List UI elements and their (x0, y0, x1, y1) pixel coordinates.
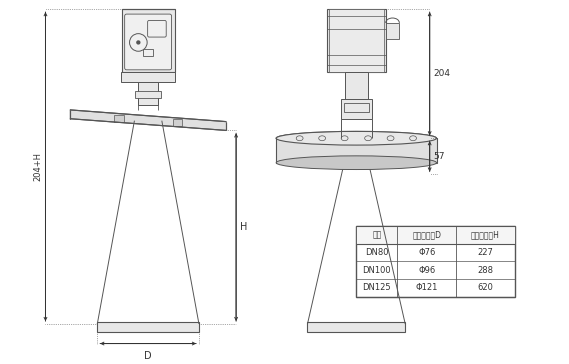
Bar (138, 82, 158, 105)
Text: H: H (240, 222, 248, 232)
Bar (356, 226, 515, 244)
Text: Φ76: Φ76 (418, 248, 435, 257)
Text: 620: 620 (477, 283, 493, 292)
Bar (97, 322, 199, 332)
Text: 法兰: 法兰 (372, 230, 381, 240)
Text: DN80: DN80 (365, 248, 389, 257)
Text: 204+H: 204+H (34, 152, 43, 181)
Text: 288: 288 (477, 266, 493, 275)
Bar (135, 91, 161, 98)
Text: DN125: DN125 (362, 283, 391, 292)
Text: D: D (145, 351, 152, 361)
Ellipse shape (276, 131, 436, 145)
Bar (143, 49, 153, 56)
Bar (344, 103, 369, 112)
Text: Φ96: Φ96 (418, 266, 435, 275)
Text: 204: 204 (434, 69, 451, 78)
Text: 喇叭口直径D: 喇叭口直径D (412, 230, 441, 240)
Text: 227: 227 (477, 248, 493, 257)
Bar (329, 9, 384, 72)
Bar (307, 322, 405, 332)
Bar (114, 115, 123, 122)
Text: 57: 57 (434, 152, 445, 161)
Polygon shape (70, 110, 226, 130)
Ellipse shape (276, 156, 436, 170)
Text: 喇叭口高度H: 喇叭口高度H (471, 230, 500, 240)
FancyBboxPatch shape (147, 20, 166, 37)
Text: DN100: DN100 (362, 266, 391, 275)
Bar (386, 23, 399, 39)
Bar (327, 9, 386, 72)
Bar (121, 72, 175, 82)
Text: Φ121: Φ121 (415, 283, 438, 292)
Bar (345, 72, 368, 99)
Ellipse shape (276, 131, 436, 145)
Bar (356, 226, 515, 297)
Bar (276, 138, 436, 163)
Bar (341, 99, 372, 119)
FancyBboxPatch shape (125, 14, 172, 70)
Bar (122, 9, 175, 72)
Bar (172, 119, 182, 126)
Circle shape (137, 41, 140, 44)
